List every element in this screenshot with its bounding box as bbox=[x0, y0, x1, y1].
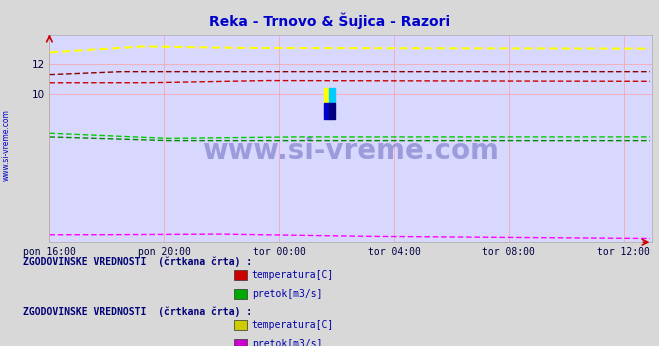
Text: Reka - Trnovo & Šujica - Razori: Reka - Trnovo & Šujica - Razori bbox=[209, 12, 450, 29]
Text: www.si-vreme.com: www.si-vreme.com bbox=[202, 137, 500, 165]
Text: temperatura[C]: temperatura[C] bbox=[252, 320, 334, 330]
Bar bbox=[324, 103, 330, 119]
Text: pretok[m3/s]: pretok[m3/s] bbox=[252, 289, 322, 299]
Text: pretok[m3/s]: pretok[m3/s] bbox=[252, 339, 322, 346]
Text: ZGODOVINSKE VREDNOSTI  (črtkana črta) :: ZGODOVINSKE VREDNOSTI (črtkana črta) : bbox=[23, 306, 252, 317]
Bar bbox=[330, 88, 335, 103]
Bar bbox=[324, 88, 330, 103]
Text: ZGODOVINSKE VREDNOSTI  (črtkana črta) :: ZGODOVINSKE VREDNOSTI (črtkana črta) : bbox=[23, 256, 252, 266]
Text: www.si-vreme.com: www.si-vreme.com bbox=[2, 109, 11, 181]
Bar bbox=[330, 103, 335, 119]
Text: temperatura[C]: temperatura[C] bbox=[252, 270, 334, 280]
